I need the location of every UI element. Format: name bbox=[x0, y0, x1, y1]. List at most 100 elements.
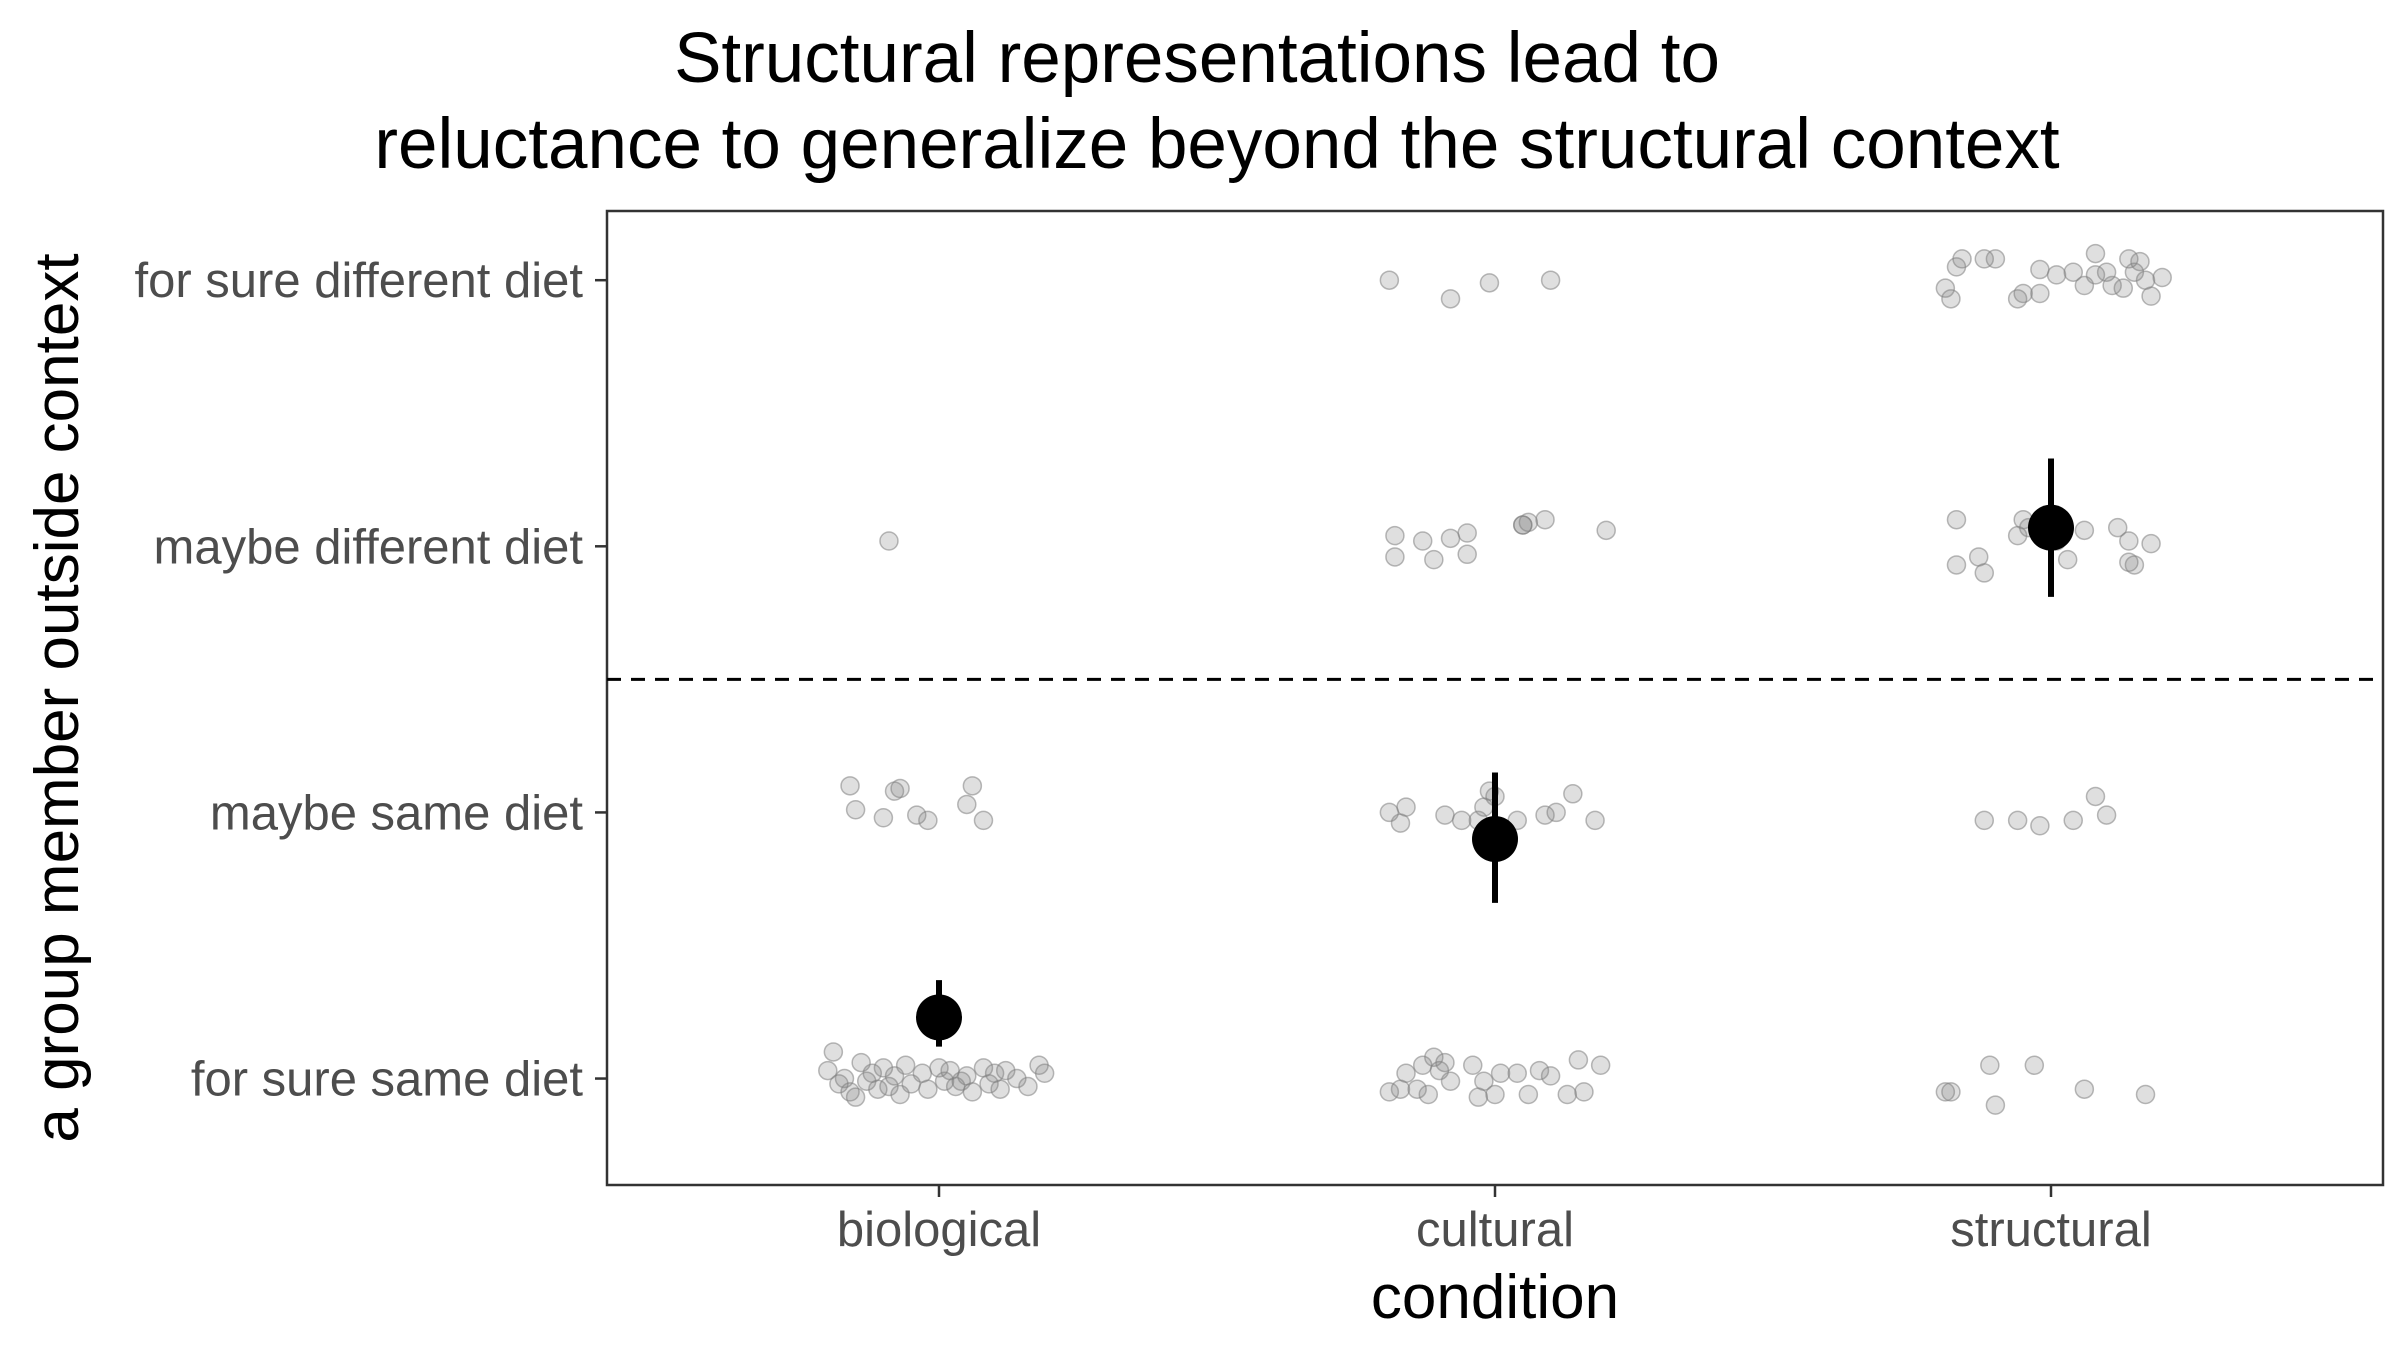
data-point-biological bbox=[873, 1058, 894, 1078]
data-point-cultural bbox=[1535, 805, 1555, 825]
data-point-cultural bbox=[1412, 531, 1433, 551]
y-tick-label: maybe same diet bbox=[210, 786, 584, 840]
data-point-structural bbox=[1946, 509, 1967, 530]
data-point-structural bbox=[2152, 267, 2172, 288]
data-point-cultural bbox=[1440, 1071, 1461, 1091]
data-point-biological bbox=[1034, 1063, 1055, 1083]
data-point-biological bbox=[895, 1055, 916, 1075]
data-point-cultural bbox=[1574, 1082, 1594, 1102]
data-point-structural bbox=[2119, 531, 2139, 551]
data-point-biological bbox=[918, 1079, 938, 1099]
data-point-cultural bbox=[1563, 784, 1583, 804]
data-point-cultural bbox=[1529, 1060, 1550, 1081]
data-point-biological bbox=[818, 1060, 838, 1081]
data-point-biological bbox=[879, 1076, 899, 1097]
data-point-biological bbox=[845, 1087, 866, 1107]
data-point-structural bbox=[1941, 289, 1961, 309]
data-point-cultural bbox=[1590, 1055, 1611, 1075]
data-point-structural bbox=[2107, 517, 2128, 538]
data-point-cultural bbox=[1568, 1050, 1589, 1070]
data-point-cultural bbox=[1596, 520, 1616, 541]
y-axis-title: a group member outside context bbox=[23, 253, 92, 1142]
data-point-cultural bbox=[1540, 1066, 1561, 1086]
data-point-structural bbox=[2135, 1084, 2156, 1105]
data-point-biological bbox=[845, 800, 866, 820]
y-tick-label: maybe different diet bbox=[154, 520, 584, 574]
data-point-structural bbox=[2030, 815, 2050, 836]
data-point-structural bbox=[1935, 278, 1956, 298]
data-point-cultural bbox=[1457, 544, 1477, 565]
data-point-biological bbox=[823, 1042, 844, 1062]
data-point-biological bbox=[1018, 1076, 1038, 1097]
data-point-structural bbox=[2046, 265, 2067, 285]
data-point-biological bbox=[829, 1074, 849, 1094]
x-axis: biological cultural structural bbox=[837, 1185, 2152, 1257]
y-tick-label: for sure different diet bbox=[134, 254, 583, 308]
data-point-cultural bbox=[1557, 1084, 1578, 1105]
data-point-cultural bbox=[1585, 810, 1605, 831]
y-tick-label: for sure same diet bbox=[191, 1053, 584, 1107]
data-point-cultural bbox=[1507, 1063, 1527, 1083]
data-point-biological bbox=[934, 1071, 955, 1091]
data-point-biological bbox=[873, 808, 894, 828]
data-point-cultural bbox=[1379, 270, 1400, 290]
data-point-cultural bbox=[1474, 1071, 1494, 1091]
data-point-structural bbox=[2141, 286, 2161, 306]
mean-point-structural bbox=[2028, 504, 2074, 551]
data-point-biological bbox=[962, 776, 983, 796]
data-point-cultural bbox=[1385, 525, 1405, 546]
mean-point-biological bbox=[916, 994, 962, 1041]
data-point-cultural bbox=[1535, 509, 1555, 530]
data-point-structural bbox=[2124, 262, 2145, 282]
data-point-cultural bbox=[1396, 1063, 1416, 1083]
data-point-biological bbox=[907, 805, 927, 825]
data-point-biological bbox=[957, 794, 977, 815]
data-point-cultural bbox=[1440, 528, 1461, 549]
data-point-biological bbox=[918, 810, 938, 831]
data-point-structural bbox=[2030, 283, 2050, 304]
data-point-cultural bbox=[1457, 523, 1477, 543]
data-point-structural bbox=[2013, 283, 2033, 304]
data-point-structural bbox=[2063, 810, 2083, 831]
raw-points-layer bbox=[818, 243, 2172, 1115]
data-point-cultural bbox=[1418, 1084, 1439, 1105]
data-point-cultural bbox=[1485, 1084, 1505, 1105]
data-point-structural bbox=[2130, 251, 2150, 272]
x-tick-label: biological bbox=[837, 1203, 1041, 1257]
data-point-structural bbox=[1974, 249, 1995, 269]
data-point-structural bbox=[2030, 259, 2050, 280]
chart-title-line-1: Structural representations lead to bbox=[674, 19, 1720, 98]
data-point-cultural bbox=[1424, 549, 1444, 570]
data-point-structural bbox=[2063, 262, 2083, 282]
data-point-cultural bbox=[1518, 1084, 1539, 1105]
data-point-biological bbox=[990, 1079, 1010, 1099]
data-point-cultural bbox=[1513, 515, 1533, 535]
chart-title-line-2: reluctance to generalize beyond the stru… bbox=[374, 105, 2060, 184]
data-point-structural bbox=[2113, 278, 2134, 298]
data-point-biological bbox=[1007, 1068, 1027, 1089]
data-point-cultural bbox=[1490, 1063, 1511, 1083]
data-point-cultural bbox=[1479, 273, 1500, 293]
data-point-structural bbox=[1985, 1095, 2006, 1115]
data-point-structural bbox=[1980, 1055, 2000, 1075]
data-point-structural bbox=[2096, 805, 2117, 825]
data-point-cultural bbox=[1385, 547, 1405, 567]
data-point-biological bbox=[834, 1068, 855, 1089]
data-point-structural bbox=[1941, 1082, 1961, 1102]
x-tick-label: structural bbox=[1950, 1203, 2152, 1257]
data-point-structural bbox=[2007, 810, 2028, 831]
means-layer bbox=[916, 458, 2074, 1047]
data-point-cultural bbox=[1396, 797, 1416, 817]
data-point-cultural bbox=[1451, 810, 1472, 831]
data-point-biological bbox=[995, 1060, 1016, 1081]
data-point-biological bbox=[840, 776, 860, 796]
x-axis-title: condition bbox=[1371, 1263, 1619, 1332]
data-point-biological bbox=[879, 531, 899, 551]
data-point-structural bbox=[2102, 275, 2122, 296]
data-point-structural bbox=[1974, 563, 1995, 583]
data-point-cultural bbox=[1435, 1052, 1455, 1073]
data-point-structural bbox=[2085, 265, 2106, 285]
data-point-structural bbox=[2007, 289, 2028, 309]
data-point-biological bbox=[979, 1074, 999, 1094]
data-point-structural bbox=[1974, 810, 1995, 831]
